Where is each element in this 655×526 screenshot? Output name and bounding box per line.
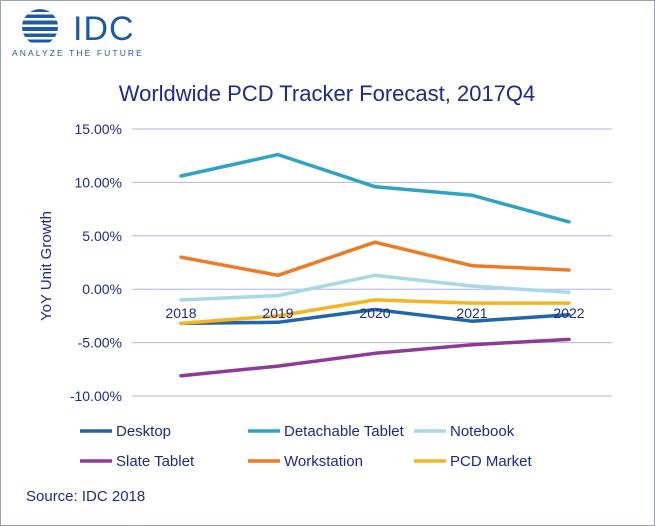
legend: Desktop Detachable Tablet Notebook Slate Ta… xyxy=(80,423,533,470)
brand-tagline: ANALYZE THE FUTURE xyxy=(12,48,144,58)
legend-label: Desktop xyxy=(116,423,171,440)
y-tick-label: 0.00% xyxy=(82,281,122,297)
y-tick-label: -5.00% xyxy=(78,335,122,351)
legend-label: Detachable Tablet xyxy=(284,423,405,440)
legend-label: PCD Market xyxy=(450,453,533,470)
x-tick-label: 2018 xyxy=(165,305,196,321)
series-line-slate-tablet xyxy=(179,337,571,378)
x-tick-label: 2019 xyxy=(262,305,293,321)
series-line-detachable-tablet xyxy=(179,152,571,224)
y-tick-label: 10.00% xyxy=(75,174,122,190)
x-axis-ticks: 2018 2019 2020 2021 2022 xyxy=(165,305,584,321)
x-tick-label: 2020 xyxy=(359,305,390,321)
legend-label: Slate Tablet xyxy=(116,453,195,470)
legend-label: Workstation xyxy=(284,453,363,470)
x-tick-label: 2021 xyxy=(456,305,487,321)
source-note: Source: IDC 2018 xyxy=(26,488,146,505)
globe-logo-icon xyxy=(22,9,58,43)
brand-name: IDC xyxy=(73,10,135,48)
y-tick-label: 15.00% xyxy=(75,121,122,137)
series-line-notebook xyxy=(179,273,571,302)
y-axis-ticks: 15.00% 10.00% 5.00% 0.00% -5.00% -10.00% xyxy=(70,121,122,404)
series-line-pcd-market xyxy=(179,298,571,326)
legend-label: Notebook xyxy=(450,423,515,440)
series-lines xyxy=(179,152,571,378)
x-tick-label: 2022 xyxy=(553,305,584,321)
series-line-desktop xyxy=(179,307,571,326)
series-line-workstation xyxy=(179,240,571,278)
y-tick-label: 5.00% xyxy=(82,228,122,244)
chart-title: Worldwide PCD Tracker Forecast, 2017Q4 xyxy=(119,81,536,106)
idc-logo: IDC ANALYZE THE FUTURE xyxy=(12,8,162,60)
y-axis-label: YoY Unit Growth xyxy=(38,211,55,321)
y-tick-label: -10.00% xyxy=(70,388,122,404)
